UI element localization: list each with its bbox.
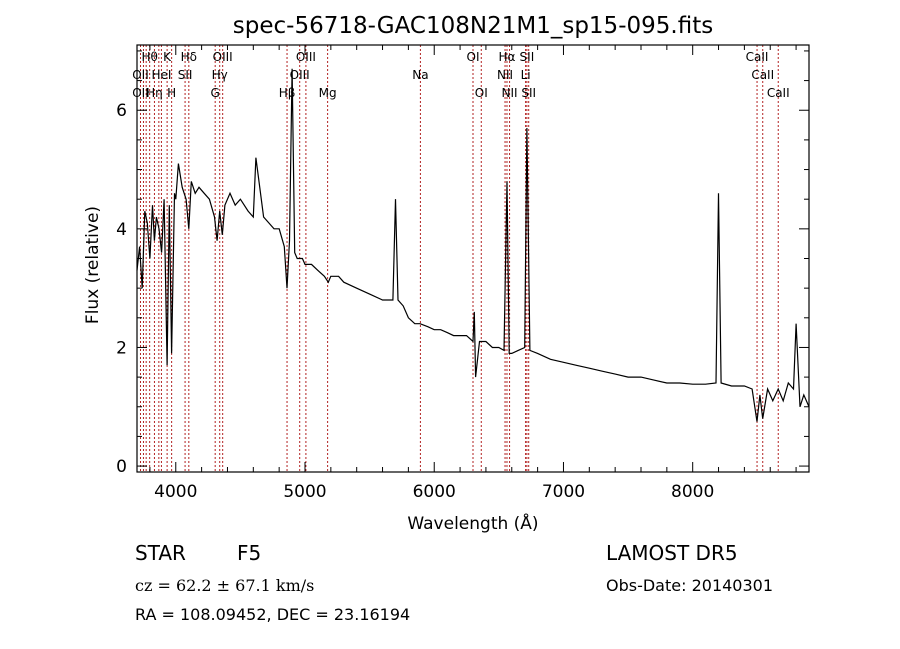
axis-tick-labels: 4000 5000 6000 7000 8000 0 2 4 6 [116,101,714,502]
y-tick-label: 6 [116,101,127,121]
line-label: SII [178,68,193,82]
x-tick-label: 8000 [671,482,714,502]
line-label: Hθ [141,50,157,64]
line-label: CaII [751,68,774,82]
x-tick-label: 7000 [542,482,585,502]
y-axis-label: Flux (relative) [83,206,103,324]
line-label: Na [412,68,428,82]
x-tick-label: 5000 [283,482,326,502]
emission-line-markers [139,45,779,472]
line-label: OIII [213,50,233,64]
line-label: Hη [146,86,163,100]
line-label: OI [475,86,488,100]
line-label: SII [520,50,535,64]
line-label: NII [497,68,513,82]
line-label: Li [521,68,531,82]
line-label: Hδ [181,50,197,64]
line-label: NII [502,86,518,100]
y-tick-label: 0 [116,457,127,477]
x-axis-label: Wavelength (Å) [407,512,538,534]
line-label: CaII [767,86,790,100]
y-tick-label: 4 [116,220,127,240]
redshift-velocity: cz = 62.2 ± 67.1 km/s [135,576,314,595]
survey-name: LAMOST DR5 [606,541,738,565]
coordinates: RA = 108.09452, DEC = 23.16194 [135,605,410,624]
y-tick-label: 2 [116,338,127,358]
line-label: OIII [296,50,316,64]
line-label: K [163,50,172,64]
line-label: OI [467,50,480,64]
line-label: OIII [290,68,310,82]
line-label: H [167,86,176,100]
line-label: CaII [746,50,769,64]
line-label: HeI [151,68,171,82]
axis-ticks [137,45,809,472]
line-label: G [211,86,220,100]
emission-line-labels: Hθ K Hδ OIII OIII OI Hα SII CaII OII HeI SII Hγ OIII N… [132,50,789,100]
spectrum-line [136,68,810,422]
x-tick-label: 4000 [154,482,197,502]
line-label: Hγ [212,68,228,82]
line-label: Hα [499,50,516,64]
line-label: Mg [319,86,337,100]
line-label: SII [521,86,536,100]
object-class: STAR [135,541,186,565]
line-label: OII [132,68,149,82]
line-label: OII [132,86,149,100]
x-tick-label: 6000 [413,482,456,502]
object-subclass: F5 [237,541,261,565]
chart-title: spec-56718-GAC108N21M1_sp15-095.fits [233,13,713,39]
observation-date: Obs-Date: 20140301 [606,576,773,595]
